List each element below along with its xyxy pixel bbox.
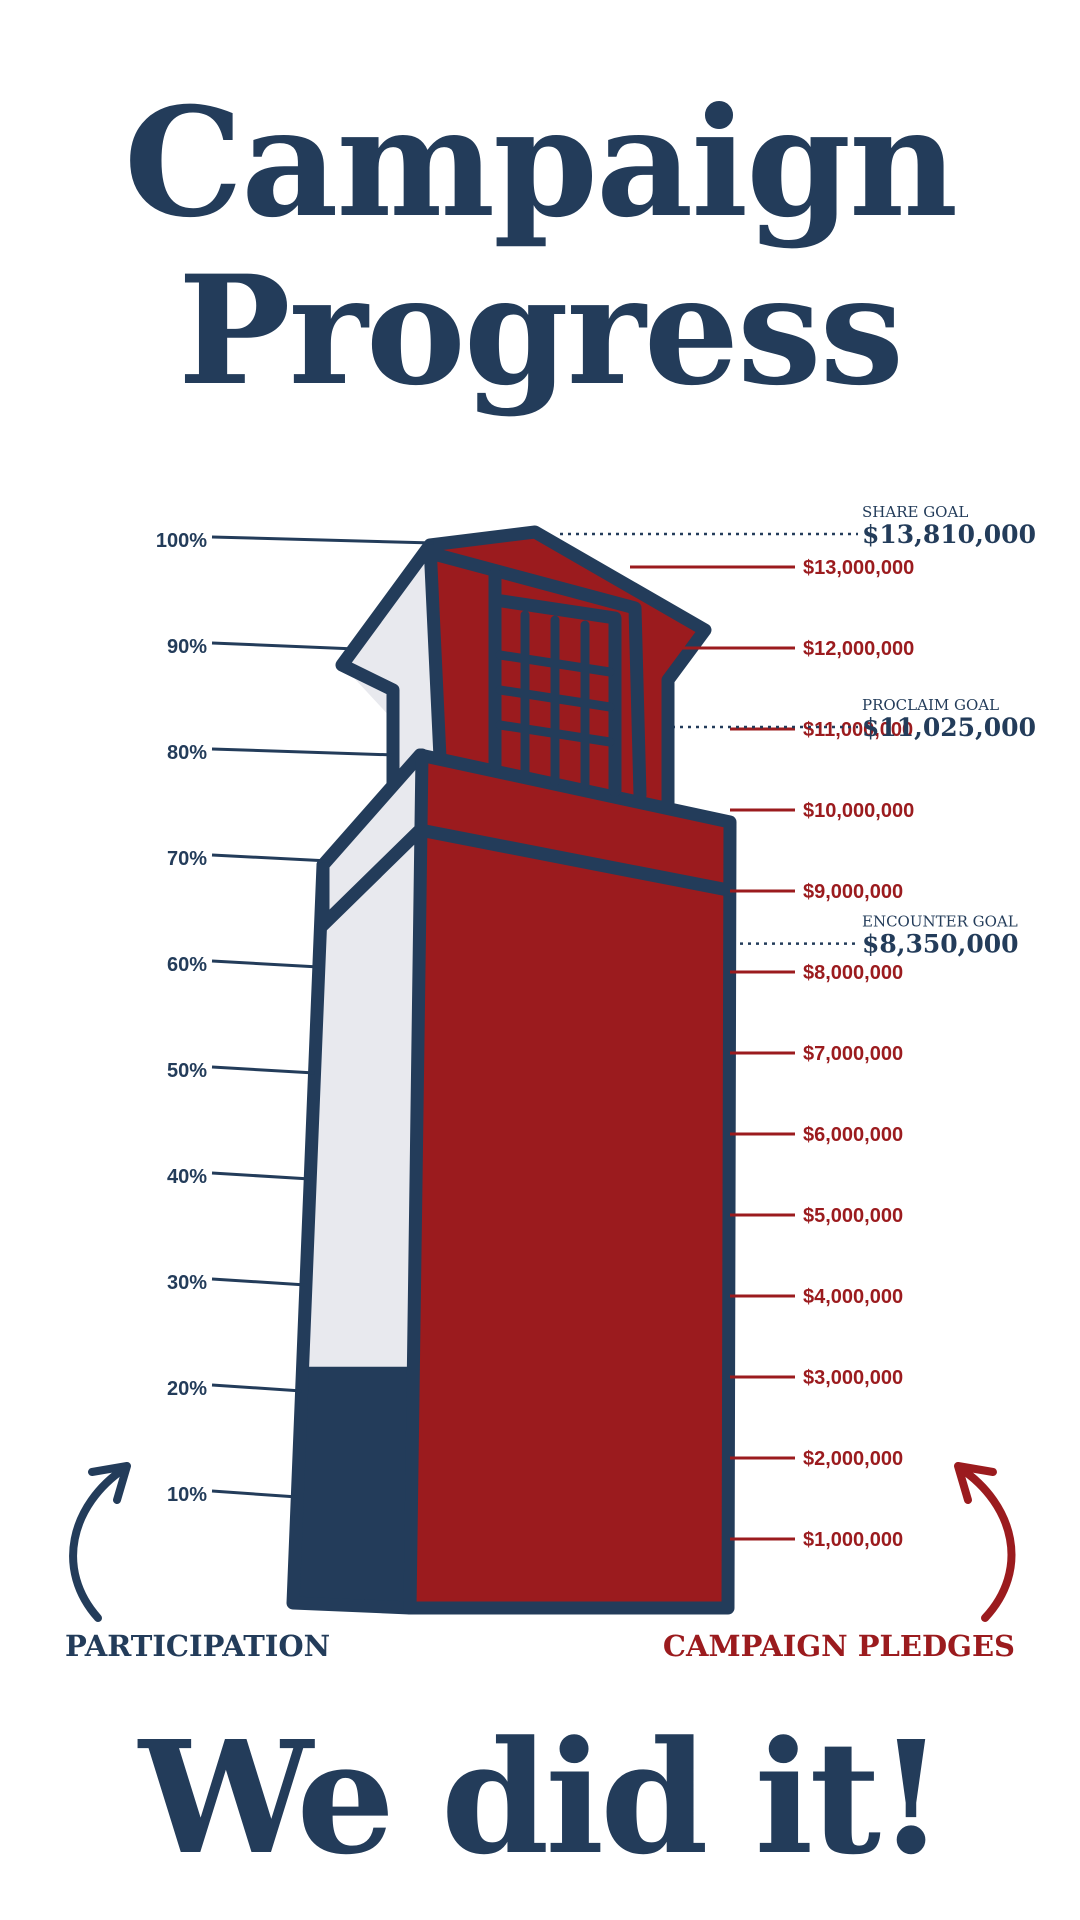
participation-tick-label: 50% bbox=[167, 1060, 207, 1082]
title-line-1: Campaign bbox=[123, 75, 958, 251]
participation-tick-line bbox=[211, 1065, 315, 1075]
window-frame bbox=[488, 568, 622, 797]
pledge-tick-label: $11,000,000 bbox=[803, 719, 913, 741]
participation-tick-line bbox=[211, 747, 396, 757]
pledge-tick-label: $1,000,000 bbox=[803, 1529, 903, 1551]
participation-tick-line bbox=[211, 641, 356, 651]
pledge-tick-label: $6,000,000 bbox=[803, 1124, 903, 1146]
lower-inner-edges bbox=[316, 748, 735, 1615]
goal-value: $8,350,000 bbox=[862, 930, 1019, 959]
participation-tick-label: 20% bbox=[167, 1378, 207, 1400]
participation-tick-line bbox=[211, 1277, 307, 1287]
participation-tick-label: 40% bbox=[167, 1166, 207, 1188]
upper-outline bbox=[335, 525, 712, 815]
pledge-tick-label: $12,000,000 bbox=[803, 638, 914, 660]
participation-series-label: PARTICIPATION bbox=[65, 1629, 330, 1660]
participation-tick-line bbox=[211, 1489, 298, 1499]
goal-label: ENCOUNTER GOAL bbox=[862, 913, 1018, 931]
pledges-arrow-icon bbox=[956, 1464, 1016, 1622]
participation-tick-label: 30% bbox=[167, 1272, 207, 1294]
participation-tick-label: 60% bbox=[167, 954, 207, 976]
goal-label: PROCLAIM GOAL bbox=[862, 696, 999, 714]
participation-tick-line bbox=[211, 1171, 311, 1181]
participation-arrowhead-icon bbox=[88, 1462, 131, 1504]
pledges-series-label: CAMPAIGN PLEDGES bbox=[663, 1629, 1015, 1660]
pledge-tick-label: $5,000,000 bbox=[803, 1205, 903, 1227]
participation-tick-line bbox=[211, 853, 330, 863]
pledge-tick-label: $2,000,000 bbox=[803, 1448, 903, 1470]
tower-top-side bbox=[342, 545, 440, 780]
participation-tick-line bbox=[211, 535, 434, 545]
pledge-tick-label: $4,000,000 bbox=[803, 1286, 903, 1308]
goal-value: $13,810,000 bbox=[862, 520, 1036, 549]
participation-tick-label: 90% bbox=[167, 636, 207, 658]
participation-tick-line bbox=[211, 1383, 302, 1393]
campaign-progress-chart: 10% 20% 30% 40% 50% 60% 70% 80% 90% 100% $1,000,0… bbox=[65, 503, 1036, 1660]
pledges-arrowhead-icon bbox=[954, 1462, 997, 1504]
pledge-tick-label: $8,000,000 bbox=[803, 962, 903, 984]
participation-tick-label: 70% bbox=[167, 848, 207, 870]
pledge-tick-label: $9,000,000 bbox=[803, 881, 903, 903]
footer-text: We did it! bbox=[138, 1706, 945, 1889]
participation-tick-label: 10% bbox=[167, 1484, 207, 1506]
title-line-2: Progress bbox=[177, 243, 904, 419]
participation-arrow-icon bbox=[69, 1464, 129, 1622]
pledge-tick-label: $7,000,000 bbox=[803, 1043, 903, 1065]
pledge-tick-label: $13,000,000 bbox=[803, 557, 914, 579]
pledge-tick-label: $10,000,000 bbox=[803, 800, 914, 822]
goal-label: SHARE GOAL bbox=[862, 503, 968, 521]
pledge-tick-label: $3,000,000 bbox=[803, 1367, 903, 1389]
participation-tick-label: 100% bbox=[156, 530, 207, 552]
participation-tick-line bbox=[211, 959, 320, 969]
window-grid bbox=[495, 610, 615, 791]
pledges-face bbox=[410, 755, 730, 1608]
participation-tick-label: 80% bbox=[167, 742, 207, 764]
goal-value: $11,025,000 bbox=[862, 713, 1036, 742]
participation-fill bbox=[293, 1366, 412, 1608]
